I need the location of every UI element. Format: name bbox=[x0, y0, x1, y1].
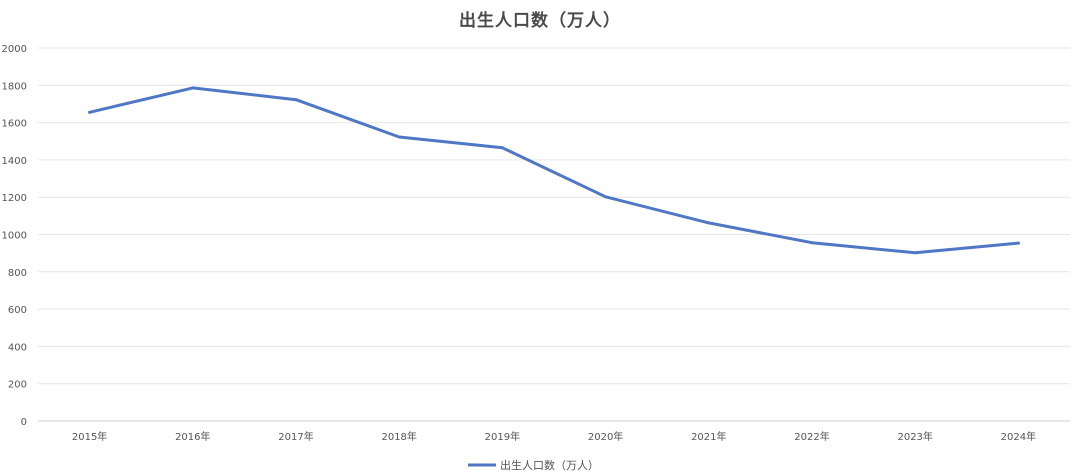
data-point bbox=[88, 110, 92, 114]
data-point bbox=[397, 135, 401, 139]
x-tick-label: 2015年 bbox=[72, 430, 107, 443]
data-point bbox=[707, 221, 711, 225]
y-tick-label: 1400 bbox=[2, 156, 27, 167]
data-point bbox=[294, 98, 298, 102]
y-tick-label: 200 bbox=[8, 380, 27, 391]
y-tick-label: 0 bbox=[21, 417, 27, 428]
legend-label: 出生人口数（万人） bbox=[500, 458, 599, 472]
data-point bbox=[604, 195, 608, 199]
y-axis-ticks: 0 200 400 600 800 1000 1200 1400 1600 1800 2000 bbox=[2, 44, 27, 428]
y-tick-label: 400 bbox=[8, 342, 27, 353]
y-tick-label: 1800 bbox=[2, 81, 27, 92]
x-tick-label: 2022年 bbox=[794, 430, 829, 443]
x-tick-label: 2017年 bbox=[278, 430, 313, 443]
series-lines bbox=[88, 86, 1020, 255]
y-tick-label: 1200 bbox=[2, 193, 27, 204]
x-tick-label: 2020年 bbox=[588, 430, 623, 443]
series-line bbox=[88, 86, 1020, 255]
x-tick-label: 2018年 bbox=[381, 430, 416, 443]
y-tick-label: 2000 bbox=[2, 44, 27, 55]
gridlines bbox=[38, 47, 1070, 385]
data-point bbox=[810, 241, 814, 245]
data-point bbox=[191, 86, 195, 90]
chart-title: 出生人口数（万人） bbox=[459, 11, 621, 31]
data-point bbox=[500, 146, 504, 150]
x-tick-label: 2024年 bbox=[1001, 430, 1036, 443]
y-tick-label: 800 bbox=[8, 268, 27, 279]
data-point bbox=[913, 251, 917, 255]
y-tick-label: 1600 bbox=[2, 119, 27, 130]
x-tick-label: 2023年 bbox=[897, 430, 932, 443]
legend: 出生人口数（万人） bbox=[468, 458, 599, 472]
x-tick-label: 2016年 bbox=[175, 430, 210, 443]
y-tick-label: 1000 bbox=[2, 231, 27, 242]
x-tick-label: 2021年 bbox=[691, 430, 726, 443]
data-point bbox=[1016, 241, 1020, 245]
y-tick-label: 600 bbox=[8, 305, 27, 316]
x-tick-label: 2019年 bbox=[485, 430, 520, 443]
x-axis-ticks: 2015年 2016年 2017年 2018年 2019年 2020年 2021年 2022年… bbox=[72, 430, 1036, 443]
